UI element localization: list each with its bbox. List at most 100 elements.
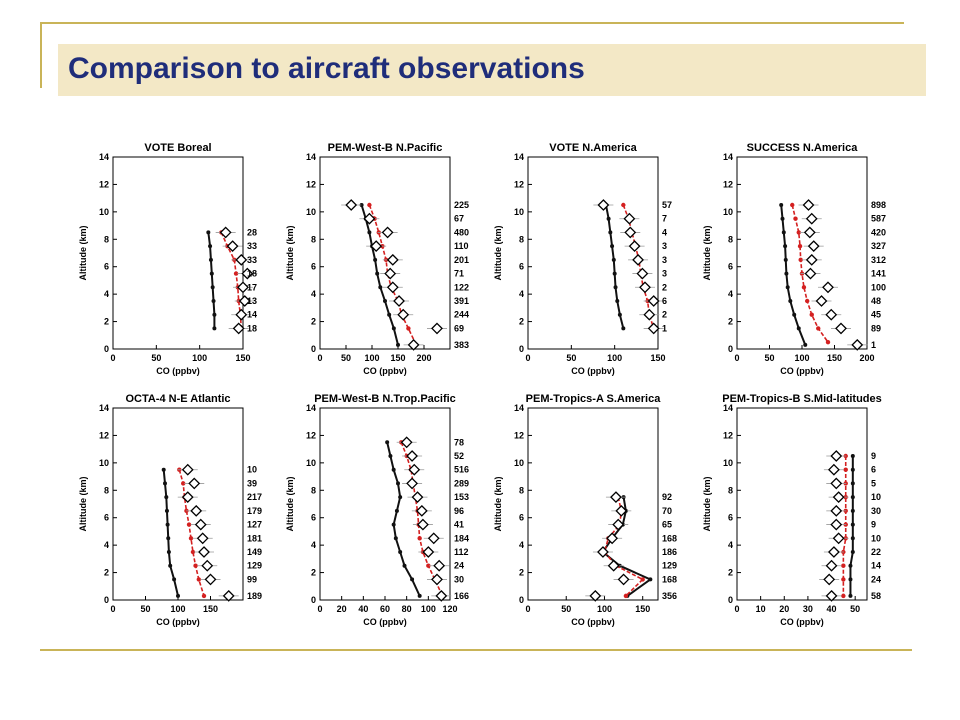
profile-a-point [850, 454, 855, 458]
sample-count-label: 24 [871, 574, 881, 584]
y-tick-label: 10 [723, 458, 733, 468]
x-tick-label: 150 [390, 353, 405, 363]
obs-diamond-marker [181, 463, 194, 476]
obs-diamond-marker [632, 253, 644, 266]
y-tick-label: 6 [311, 262, 316, 272]
profile-b-line [368, 204, 417, 346]
plot-frame [527, 407, 659, 601]
sample-count-label: 383 [454, 340, 469, 350]
obs-diamond-marker [807, 240, 820, 253]
profile-a-point [612, 271, 617, 276]
profile-a-point [848, 593, 853, 598]
profile-a-point [161, 467, 166, 472]
sample-count-label: 33 [247, 241, 257, 251]
y-tick-label: 14 [514, 403, 524, 413]
profile-a-point [373, 257, 378, 262]
y-axis-label: Altitude (km) [285, 225, 295, 280]
sample-count-label: 244 [454, 310, 469, 320]
obs-diamond-marker [597, 546, 609, 558]
sample-count-label: 898 [871, 200, 886, 210]
profile-b-point [640, 577, 645, 582]
sample-count-label: 99 [247, 574, 257, 584]
profile-a-point [164, 495, 169, 500]
obs-diamond-marker [835, 322, 847, 335]
x-tick-label: 150 [827, 353, 842, 363]
obs-diamond-marker [397, 308, 410, 321]
profile-a-point [850, 536, 855, 541]
obs-diamond-marker [615, 504, 628, 517]
profile-a-point [850, 467, 855, 472]
profile-b-point [825, 339, 831, 345]
obs-diamond-marker [411, 491, 424, 504]
y-tick-label: 10 [99, 207, 109, 217]
panel-title: VOTE N.America [549, 142, 637, 154]
y-tick-label: 10 [306, 458, 316, 468]
y-tick-label: 0 [311, 595, 316, 605]
obs-diamond-marker [363, 212, 376, 225]
profile-b-point [181, 481, 186, 486]
sample-count-label: 179 [247, 506, 262, 516]
sample-count-label: 33 [247, 255, 257, 265]
sample-count-label: 480 [454, 227, 469, 237]
sample-count-label: 17 [247, 282, 257, 292]
y-axis-label: Altitude (km) [285, 476, 295, 531]
x-tick-label: 0 [525, 353, 530, 363]
sample-count-label: 217 [247, 492, 262, 502]
obs-diamond-marker [219, 226, 232, 239]
obs-diamond-marker [827, 463, 840, 476]
x-tick-label: 50 [341, 353, 351, 363]
x-tick-label: 0 [734, 604, 739, 614]
obs-diamond-marker [408, 463, 421, 476]
plot-frame [319, 156, 451, 350]
sample-count-label: 41 [454, 520, 464, 530]
y-tick-label: 4 [728, 289, 733, 299]
sample-count-label: 166 [454, 591, 469, 601]
obs-diamond-marker [400, 436, 413, 449]
profile-b-point [796, 230, 801, 235]
profile-a-point [164, 508, 169, 513]
obs-diamond-marker [825, 559, 838, 572]
profile-a-point [784, 271, 789, 276]
y-tick-label: 0 [728, 595, 733, 605]
sample-count-label: 186 [662, 547, 677, 557]
plot-frame [112, 156, 244, 350]
profile-b-line [220, 232, 243, 329]
x-tick-label: 0 [317, 353, 322, 363]
y-tick-label: 0 [104, 344, 109, 354]
profile-a-point [850, 522, 855, 527]
y-tick-label: 14 [514, 152, 524, 162]
sample-count-label: 129 [662, 561, 677, 571]
x-tick-label: 100 [421, 604, 436, 614]
obs-diamond-marker [431, 573, 443, 586]
sample-count-label: 69 [454, 323, 464, 333]
profile-b-point [790, 202, 795, 208]
x-axis-label: CO (ppbv) [156, 366, 200, 376]
x-tick-label: 0 [734, 353, 739, 363]
x-tick-label: 150 [650, 353, 665, 363]
sample-count-label: 57 [662, 200, 672, 210]
obs-diamond-marker [830, 518, 843, 531]
profile-a-point [359, 203, 364, 207]
profile-a-point [396, 481, 400, 486]
obs-diamond-marker [386, 281, 399, 294]
x-tick-label: 100 [607, 353, 622, 363]
obs-diamond-marker [422, 546, 435, 558]
x-tick-label: 50 [151, 353, 161, 363]
y-tick-label: 14 [99, 403, 109, 413]
y-tick-label: 12 [514, 179, 524, 189]
profile-a-point [781, 230, 786, 235]
obs-diamond-marker [610, 491, 622, 504]
sample-count-label: 22 [871, 547, 881, 557]
y-tick-label: 6 [104, 262, 109, 272]
sample-count-label: 67 [454, 214, 464, 224]
y-tick-label: 6 [519, 513, 524, 523]
profile-a-point [168, 563, 173, 568]
obs-diamond-marker [416, 518, 429, 531]
sample-count-label: 18 [247, 269, 257, 279]
profile-b-line [400, 441, 444, 597]
obs-diamond-marker [851, 338, 864, 351]
profile-b-point [621, 202, 626, 208]
profile-b-line [603, 496, 645, 597]
x-tick-label: 0 [110, 353, 115, 363]
